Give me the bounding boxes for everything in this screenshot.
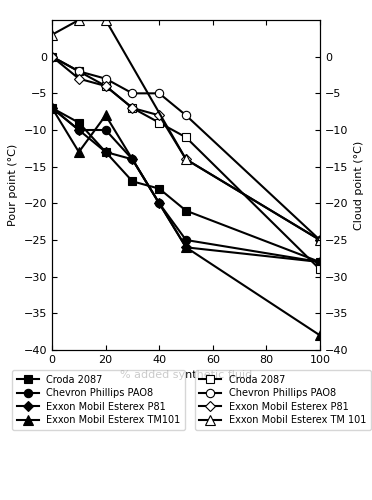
Y-axis label: Pour point (°C): Pour point (°C) bbox=[8, 144, 18, 226]
Legend: Croda 2087, Chevron Phillips PAO8, Exxon Mobil Esterex P81, Exxon Mobil Esterex : Croda 2087, Chevron Phillips PAO8, Exxon… bbox=[12, 370, 185, 430]
X-axis label: % added synthetic fluid: % added synthetic fluid bbox=[120, 370, 252, 380]
Y-axis label: Cloud point (°C): Cloud point (°C) bbox=[354, 140, 364, 230]
Legend: Croda 2087, Chevron Phillips PAO8, Exxon Mobil Esterex P81, Exxon Mobil Esterex : Croda 2087, Chevron Phillips PAO8, Exxon… bbox=[195, 370, 371, 430]
